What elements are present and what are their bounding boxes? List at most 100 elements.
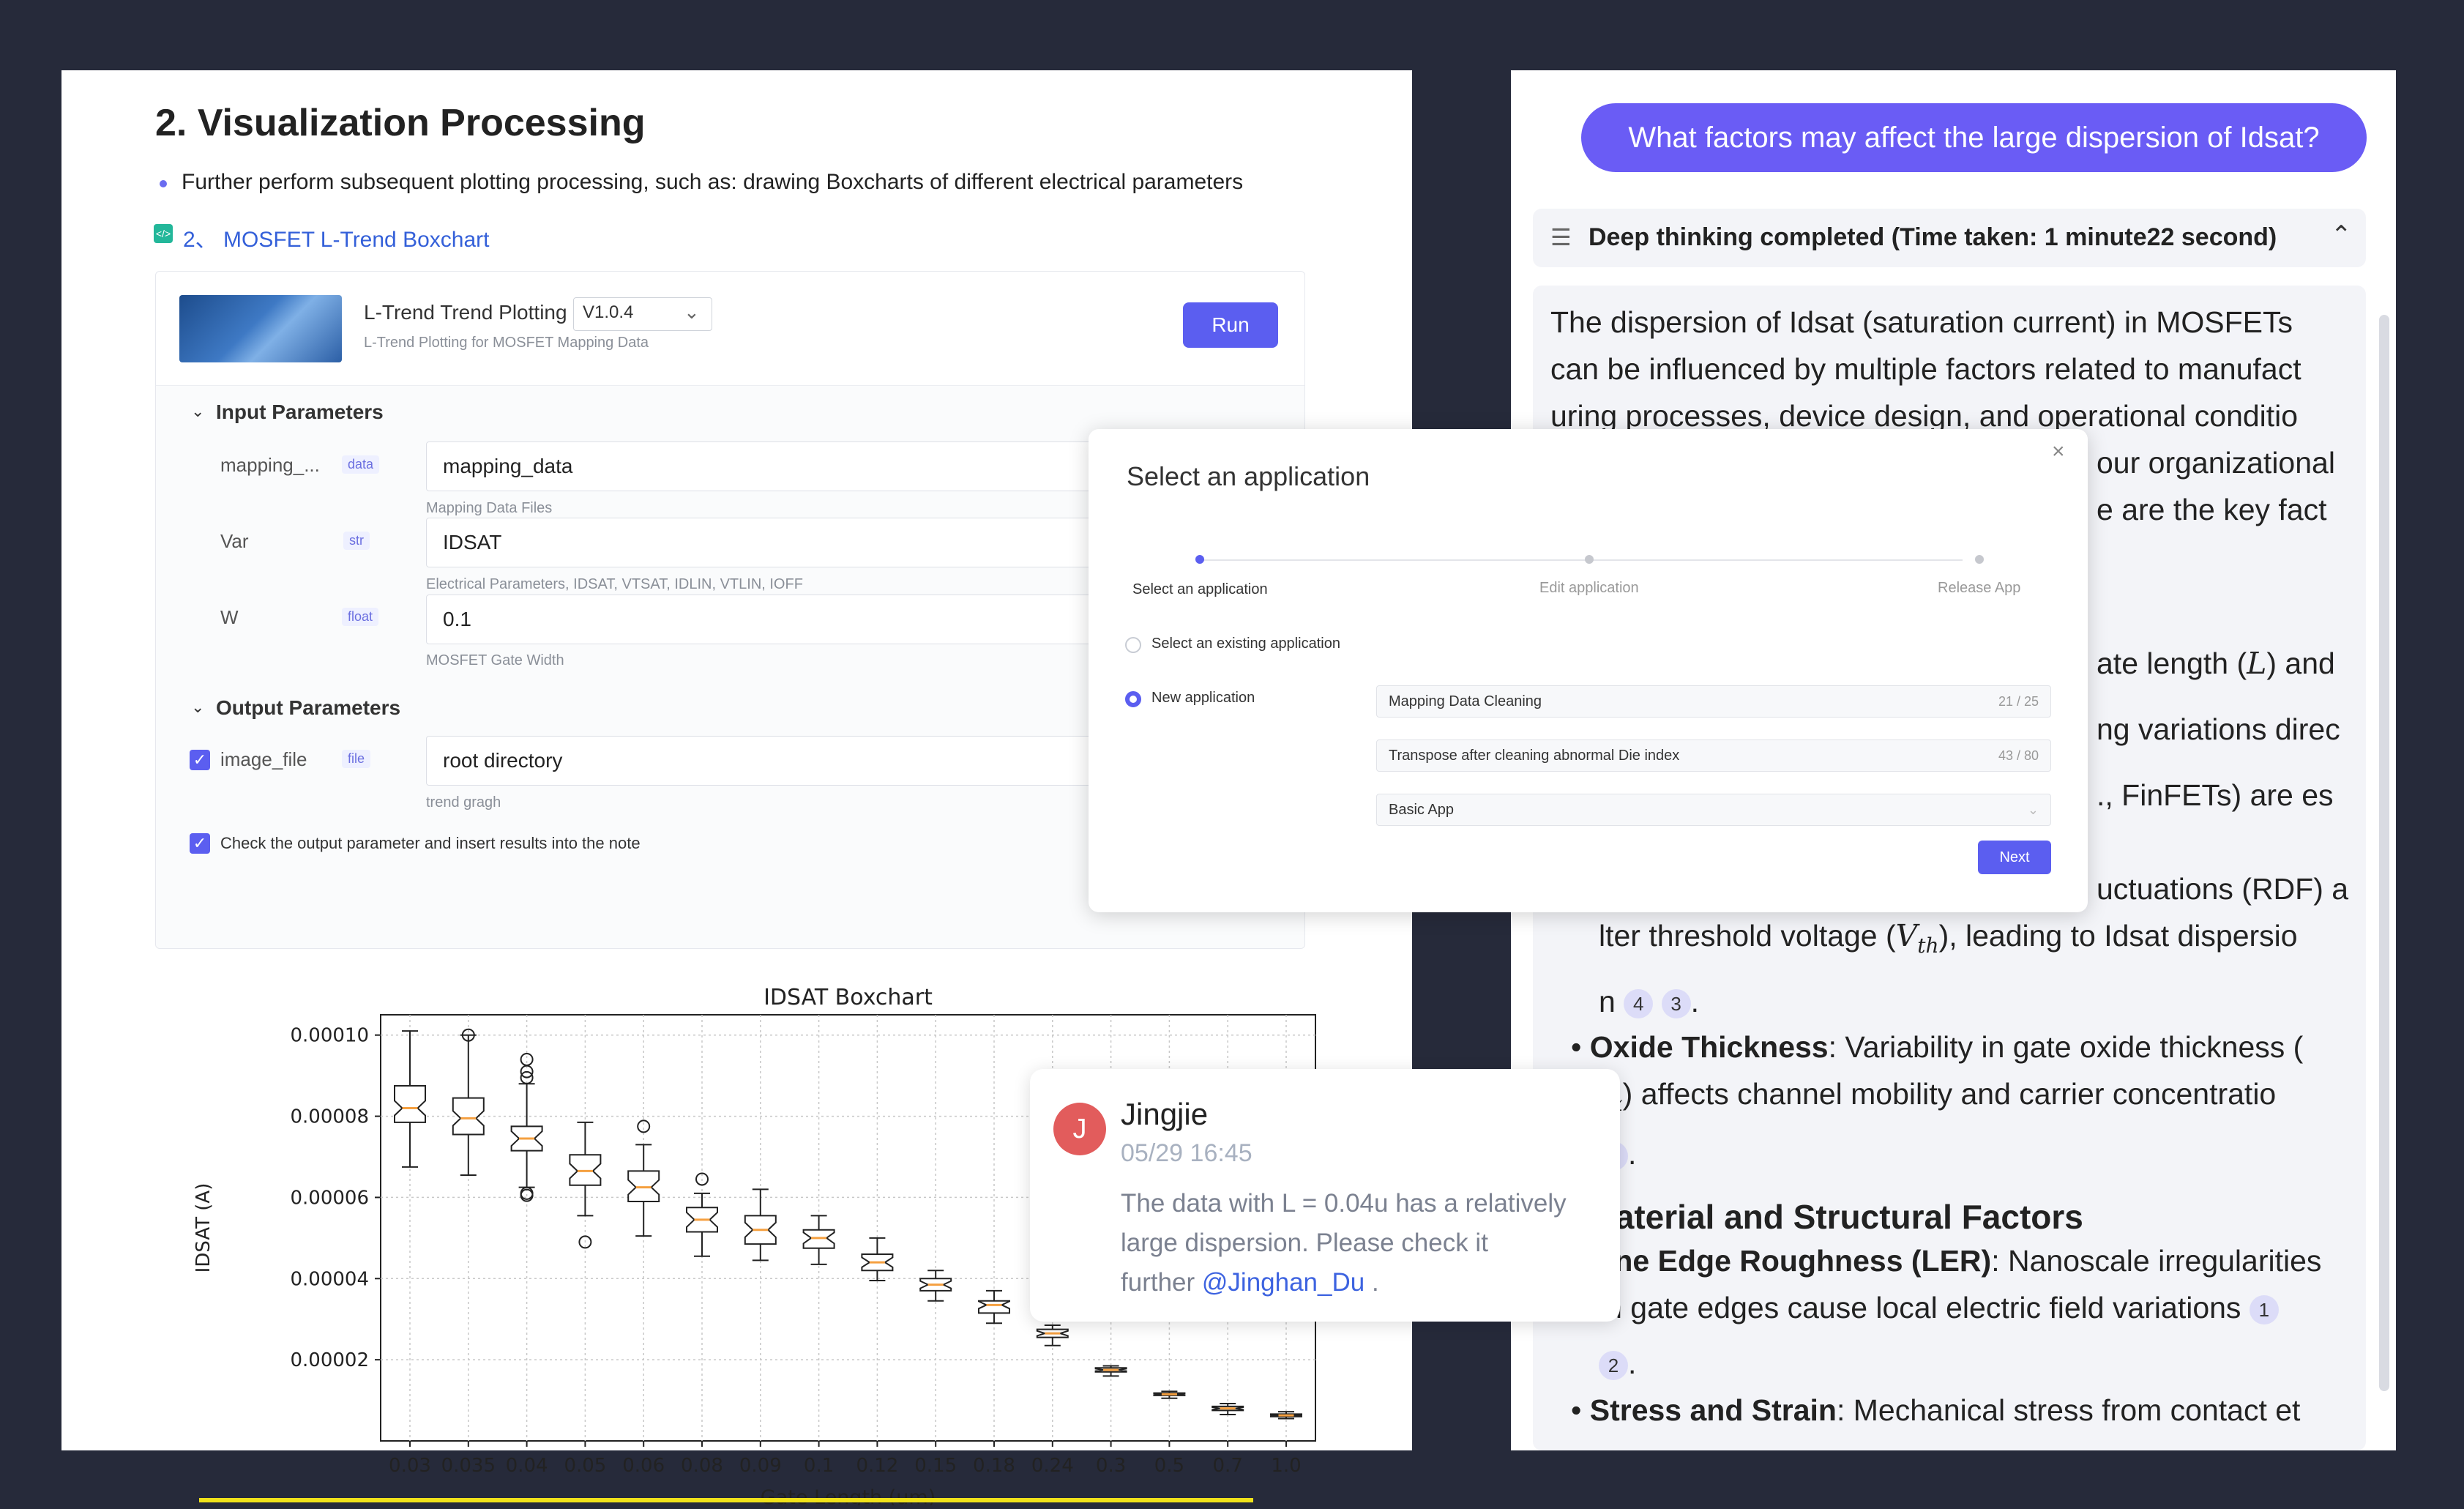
version-select[interactable]: V1.0.4 ⌄	[573, 297, 712, 331]
close-icon[interactable]: ×	[2052, 439, 2065, 463]
mention-link[interactable]: @Jinghan_Du	[1201, 1268, 1365, 1297]
box	[452, 1097, 485, 1136]
insert-results-label: Check the output parameter and insert re…	[220, 834, 641, 852]
citation-badge[interactable]: 1	[2249, 1295, 2279, 1325]
answer-line: ate length (L) and	[2097, 646, 2335, 681]
x-tick-label: 0.3	[1096, 1455, 1126, 1477]
step-dot-active	[1195, 555, 1204, 564]
x-tick-label: 0.12	[856, 1455, 898, 1477]
x-tick-label: 0.15	[914, 1455, 957, 1477]
x-tick-label: 0.7	[1213, 1455, 1243, 1477]
run-button[interactable]: Run	[1183, 302, 1278, 348]
box-outlier	[520, 1070, 534, 1084]
app-name-input[interactable]: Mapping Data Cleaning 21 / 25	[1376, 685, 2051, 718]
answer-line: in gate edges cause local electric field…	[1599, 1284, 2279, 1331]
collapse-chevron-icon[interactable]: ⌄	[191, 698, 205, 716]
x-tick-label: 0.04	[506, 1455, 548, 1477]
code-block-icon: </>	[154, 224, 173, 243]
comment-author: Jingjie	[1121, 1097, 1209, 1131]
section-link[interactable]: 2、 MOSFET L-Trend Boxchart	[183, 228, 490, 252]
output-label: image_file	[220, 748, 307, 770]
x-tick-label: 0.18	[973, 1455, 1015, 1477]
x-tick-label: 0.03	[389, 1455, 431, 1477]
output-hint: trend gragh	[426, 794, 501, 811]
x-tick-label: 0.1	[804, 1455, 834, 1477]
answer-line: The dispersion of Idsat (saturation curr…	[1550, 305, 2293, 339]
citation-badge[interactable]: 4	[1624, 989, 1654, 1019]
step-dot	[1585, 555, 1594, 564]
x-tick-label: 0.08	[681, 1455, 723, 1477]
step-label: Select an application	[1132, 581, 1268, 597]
app-name-value: Mapping Data Cleaning	[1389, 693, 1542, 709]
param-hint: Mapping Data Files	[426, 500, 553, 516]
scrollbar[interactable]	[2379, 315, 2389, 1391]
thinking-status: Deep thinking completed (Time taken: 1 m…	[1588, 223, 2277, 251]
version-value: V1.0.4	[583, 302, 634, 322]
param-type-tag: data	[342, 455, 380, 474]
existing-app-radio[interactable]	[1125, 637, 1141, 653]
citation-badge[interactable]: 2	[1599, 1351, 1628, 1381]
user-question-bubble: What factors may affect the large disper…	[1581, 103, 2367, 172]
chevron-up-icon[interactable]: ⌃	[2331, 221, 2352, 249]
bullet-item: • Oxide Thickness: Variability in gate o…	[1571, 1030, 2304, 1064]
next-button[interactable]: Next	[1978, 841, 2051, 874]
y-tick-label: 0.00008	[290, 1106, 369, 1128]
param-hint: MOSFET Gate Width	[426, 652, 564, 668]
x-axis-label: Gate Length (um)	[761, 1486, 936, 1505]
answer-line: our organizational	[2097, 446, 2335, 480]
app-name-count: 21 / 25	[1998, 693, 2039, 709]
y-tick-label: 0.00010	[290, 1025, 369, 1047]
stepper-line	[1200, 559, 1963, 561]
x-tick-label: 1.0	[1271, 1455, 1301, 1477]
y-tick-label: 0.00002	[290, 1349, 369, 1371]
box-outlier	[578, 1235, 592, 1249]
step-label: Release App	[1938, 580, 2021, 596]
x-tick-label: 0.5	[1154, 1455, 1184, 1477]
output-checkbox[interactable]: ✓	[190, 750, 210, 770]
box-outlier	[461, 1028, 475, 1042]
x-tick-label: 0.035	[441, 1455, 496, 1477]
box	[978, 1300, 1010, 1314]
answer-line: uring processes, device design, and oper…	[1550, 399, 2299, 433]
bullet-item: ine Edge Roughness (LER): Nanoscale irre…	[1606, 1244, 2322, 1278]
new-app-radio[interactable]	[1125, 691, 1141, 707]
citation-badge[interactable]: 3	[1661, 989, 1691, 1019]
box-outlier	[520, 1065, 534, 1078]
answer-line: e are the key fact	[2097, 493, 2327, 526]
app-description-value: Transpose after cleaning abnormal Die in…	[1389, 747, 1680, 764]
app-type-select[interactable]: Basic App ⌄	[1376, 794, 2051, 826]
comment-line: further @Jinghan_Du .	[1121, 1268, 1379, 1297]
param-type-tag: str	[343, 532, 370, 550]
app-header	[156, 272, 1304, 386]
collapse-chevron-icon[interactable]: ⌄	[191, 402, 205, 420]
insert-results-checkbox[interactable]: ✓	[190, 833, 210, 854]
app-type-value: Basic App	[1389, 801, 1454, 818]
answer-line: lter threshold voltage (Vth), leading to…	[1599, 918, 2298, 958]
param-label: W	[220, 606, 239, 628]
x-tick-label: 0.06	[622, 1455, 665, 1477]
param-hint: Electrical Parameters, IDSAT, VTSAT, IDL…	[426, 576, 803, 592]
param-label: Var	[220, 530, 249, 552]
answer-line: can be influenced by multiple factors re…	[1550, 352, 2301, 386]
chevron-down-icon: ⌄	[684, 301, 700, 323]
app-description-input[interactable]: Transpose after cleaning abnormal Die in…	[1376, 739, 2051, 772]
answer-line: ox) affects channel mobility and carrier…	[1599, 1077, 2277, 1116]
box	[394, 1085, 426, 1123]
app-subtitle: L-Trend Plotting for MOSFET Mapping Data	[364, 335, 649, 351]
existing-app-label: Select an existing application	[1151, 636, 1340, 652]
x-tick-label: 0.24	[1031, 1455, 1074, 1477]
box-outlier	[695, 1172, 709, 1186]
comment-popup: J Jingjie 05/29 16:45 The data with L = …	[1030, 1069, 1620, 1322]
input-section-title: Input Parameters	[216, 400, 384, 423]
deep-thinking-bar[interactable]: ☰ Deep thinking completed (Time taken: 1…	[1533, 209, 2366, 267]
bullet-dot	[160, 180, 167, 187]
bullet-item: • Stress and Strain: Mechanical stress f…	[1571, 1393, 2301, 1427]
x-tick-label: 0.05	[564, 1455, 606, 1477]
app-thumbnail	[179, 295, 342, 362]
bullet-text: Further perform subsequent plotting proc…	[182, 170, 1244, 194]
page-title: 2. Visualization Processing	[155, 102, 646, 144]
y-axis-label: IDSAT (A)	[193, 1183, 214, 1273]
chevron-down-icon: ⌄	[2027, 802, 2039, 817]
section-heading: laterial and Structural Factors	[1606, 1198, 2083, 1236]
app-name: L-Trend Trend Plotting	[364, 301, 567, 324]
